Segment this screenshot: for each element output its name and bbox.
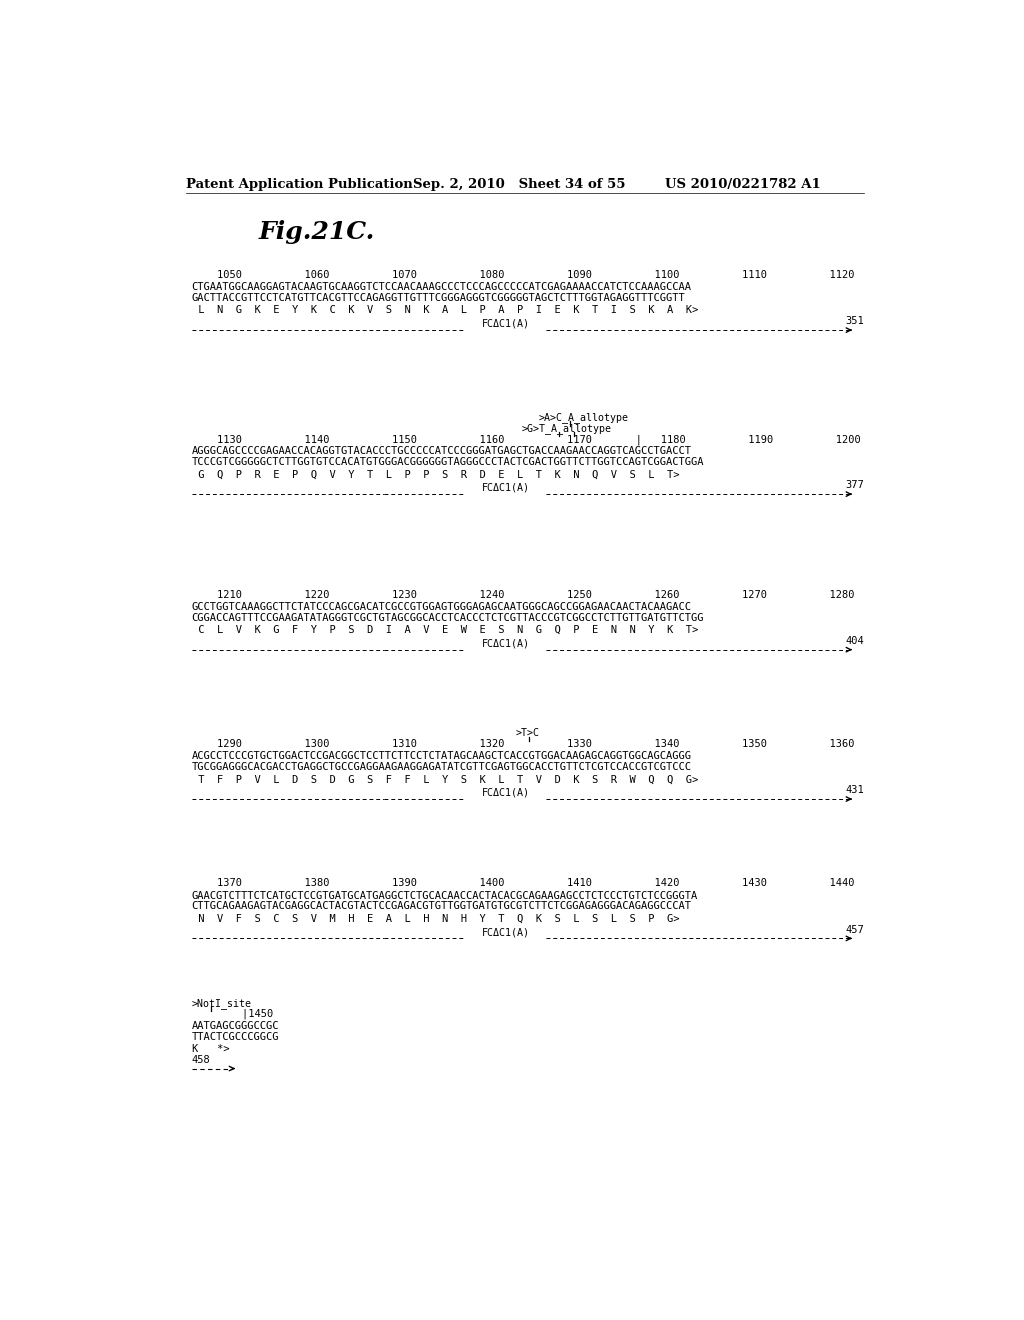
Text: GCCTGGTCAAAGGCTTCTATCCCAGCGACATCGCCGTGGAGTGGGAGAGCAATGGGCAGCCGGAGAACAACTACAAGACC: GCCTGGTCAAAGGCTTCTATCCCAGCGACATCGCCGTGGA…: [191, 602, 691, 612]
Text: >G>T_A_allotype: >G>T_A_allotype: [521, 424, 611, 434]
Text: AGGGCAGCCCCGAGAACCACAGGTGTACACCCTGCCCCCATCCCGGGATGAGCTGACCAAGAACCAGGTCAGCCTGACCT: AGGGCAGCCCCGAGAACCACAGGTGTACACCCTGCCCCCA…: [191, 446, 691, 457]
Text: Patent Application Publication: Patent Application Publication: [186, 178, 413, 190]
Text: K   *>: K *>: [191, 1044, 229, 1053]
Text: N  V  F  S  C  S  V  M  H  E  A  L  H  N  H  Y  T  Q  K  S  L  S  L  S  P  G>: N V F S C S V M H E A L H N H Y T Q K S …: [191, 913, 679, 924]
Text: |1450: |1450: [191, 1008, 272, 1019]
Text: 1210          1220          1230          1240          1250          1260      : 1210 1220 1230 1240 1250 1260: [191, 590, 854, 599]
Text: 457: 457: [846, 924, 864, 935]
Text: 351: 351: [846, 317, 864, 326]
Text: >T>C: >T>C: [515, 729, 540, 738]
Text: >A>C_A_allotype: >A>C_A_allotype: [539, 412, 629, 424]
Text: TCCCGTCGGGGGCTCTTGGTGTCCACATGTGGGACGGGGGGTAGGGCCCTACTCGACTGGTTCTTGGTCCAGTCGGACTG: TCCCGTCGGGGGCTCTTGGTGTCCACATGTGGGACGGGGG…: [191, 457, 705, 467]
Text: 1370          1380          1390          1400          1410          1420      : 1370 1380 1390 1400 1410 1420: [191, 878, 854, 888]
Text: FCΔC1(A): FCΔC1(A): [481, 483, 529, 492]
Text: >NotI_site: >NotI_site: [191, 998, 252, 1008]
Text: US 2010/0221782 A1: US 2010/0221782 A1: [665, 178, 821, 190]
Text: 1130          1140          1150          1160          1170       |   1180     : 1130 1140 1150 1160 1170 | 1180: [191, 434, 860, 445]
Text: FCΔC1(A): FCΔC1(A): [481, 927, 529, 937]
Text: ACGCCTCCCGTGCTGGACTCCGACGGCTCCTTCTTCCTCTATAGCAAGCTCACCGTGGACAAGAGCAGGTGGCAGCAGGG: ACGCCTCCCGTGCTGGACTCCGACGGCTCCTTCTTCCTCT…: [191, 751, 691, 762]
Text: 431: 431: [846, 785, 864, 795]
Text: 1290          1300          1310          1320          1330          1340      : 1290 1300 1310 1320 1330 1340: [191, 739, 854, 748]
Text: C  L  V  K  G  F  Y  P  S  D  I  A  V  E  W  E  S  N  G  Q  P  E  N  N  Y  K  T>: C L V K G F Y P S D I A V E W E S N G Q …: [191, 626, 697, 635]
Text: 1050          1060          1070          1080          1090          1100      : 1050 1060 1070 1080 1090 1100: [191, 271, 854, 280]
Text: CTTGCAGAAGAGTACGAGGCACTACGTACTCCGAGACGTGTTGGTGATGTGCGTCTTCTCGGAGAGGGACAGAGGCCCAT: CTTGCAGAAGAGTACGAGGCACTACGTACTCCGAGACGTG…: [191, 902, 691, 911]
Text: T  F  P  V  L  D  S  D  G  S  F  F  L  Y  S  K  L  T  V  D  K  S  R  W  Q  Q  G>: T F P V L D S D G S F F L Y S K L T V D …: [191, 775, 697, 784]
Text: GACTTACCGTTCCTCATGTTCACGTTCCAGAGGTTGTTTCGGGAGGGTCGGGGGTAGCTCTTTGGTAGAGGTTTCGGTT: GACTTACCGTTCCTCATGTTCACGTTCCAGAGGTTGTTTC…: [191, 293, 685, 304]
Text: CTGAATGGCAAGGAGTACAAGTGCAAGGTCTCCAACAAAGCCCTCCCAGCCCCCATCGAGAAAACCATCTCCAAAGCCAA: CTGAATGGCAAGGAGTACAAGTGCAAGGTCTCCAACAAAG…: [191, 282, 691, 292]
Text: Fig.21C.: Fig.21C.: [258, 220, 375, 244]
Text: TGCGGAGGGCACGACCTGAGGCTGCCGAGGAAGAAGGAGATATCGTTCGAGTGGCACCTGTTCTCGTCCACCGTCGTCCC: TGCGGAGGGCACGACCTGAGGCTGCCGAGGAAGAAGGAGA…: [191, 762, 691, 772]
Text: TTACTCGCCCGGCG: TTACTCGCCCGGCG: [191, 1032, 280, 1041]
Text: 458: 458: [191, 1055, 210, 1065]
Text: L  N  G  K  E  Y  K  C  K  V  S  N  K  A  L  P  A  P  I  E  K  T  I  S  K  A  K>: L N G K E Y K C K V S N K A L P A P I E …: [191, 305, 697, 315]
Text: 404: 404: [846, 636, 864, 645]
Text: G  Q  P  R  E  P  Q  V  Y  T  L  P  P  S  R  D  E  L  T  K  N  Q  V  S  L  T>: G Q P R E P Q V Y T L P P S R D E L T K …: [191, 470, 679, 479]
Text: FCΔC1(A): FCΔC1(A): [481, 639, 529, 648]
Text: FCΔC1(A): FCΔC1(A): [481, 319, 529, 329]
Text: CGGACCAGTTTCCGAAGATATAGGGTCGCTGTAGCGGCACCTCACCCTCTCGTTACCCGTCGGCCTCTTGTTGATGTTCT: CGGACCAGTTTCCGAAGATATAGGGTCGCTGTAGCGGCAC…: [191, 612, 705, 623]
Text: GAACGTCTTTCTCATGCTCCGTGATGCATGAGGCTCTGCACAACCACTACACGCAGAAGAGCCTCTCCCTGTCTCCGGGT: GAACGTCTTTCTCATGCTCCGTGATGCATGAGGCTCTGCA…: [191, 891, 697, 900]
Text: AATGAGCGGGCCGC: AATGAGCGGGCCGC: [191, 1020, 280, 1031]
Text: 377: 377: [846, 480, 864, 490]
Text: Sep. 2, 2010   Sheet 34 of 55: Sep. 2, 2010 Sheet 34 of 55: [414, 178, 626, 190]
Text: FCΔC1(A): FCΔC1(A): [481, 788, 529, 797]
